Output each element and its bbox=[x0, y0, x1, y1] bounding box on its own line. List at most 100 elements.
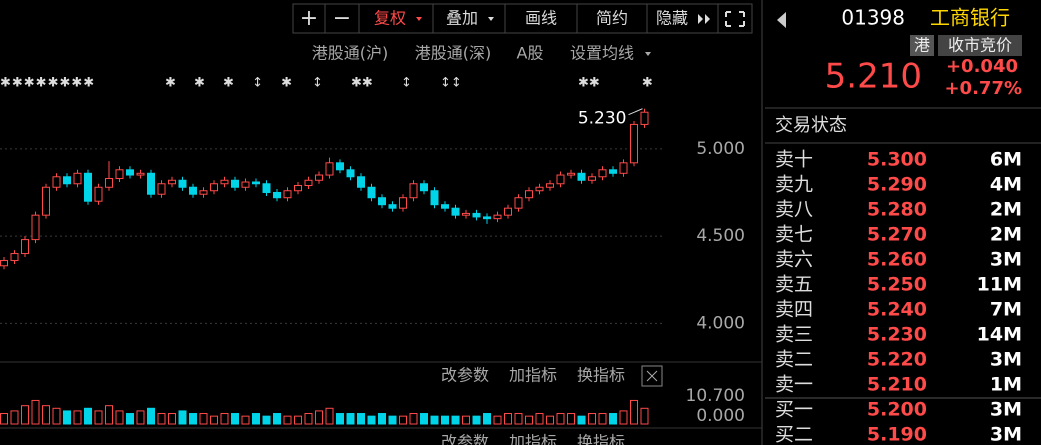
book-label: 卖二 bbox=[775, 349, 813, 371]
candle-body bbox=[514, 197, 523, 209]
volume-bar bbox=[252, 413, 260, 425]
toolbar-button[interactable]: 隐藏 bbox=[656, 9, 688, 28]
pane-tool[interactable]: 改参数 bbox=[441, 433, 489, 445]
candle-body bbox=[483, 216, 491, 220]
y-tick-label: 5.000 bbox=[696, 139, 745, 159]
stock-code: 01398 bbox=[841, 6, 905, 30]
book-price: 5.260 bbox=[867, 249, 927, 271]
pane-tool[interactable]: 加指标 bbox=[509, 433, 557, 445]
volume-bar bbox=[210, 415, 218, 425]
candle-body bbox=[147, 172, 155, 195]
candle-body bbox=[126, 169, 134, 176]
pane-tool[interactable]: 换指标 bbox=[577, 433, 625, 445]
volume-bar bbox=[0, 413, 8, 425]
volume-bar bbox=[357, 413, 365, 425]
tag-bg bbox=[938, 35, 1022, 56]
toolbar-dividers bbox=[324, 4, 719, 33]
volume-bar bbox=[189, 413, 197, 425]
volume-bar bbox=[147, 407, 155, 425]
candle-body bbox=[21, 239, 29, 255]
book-label: 买二 bbox=[775, 424, 813, 445]
candle-body bbox=[252, 181, 260, 185]
book-volume: 11M bbox=[977, 274, 1022, 296]
book-volume: 3M bbox=[990, 349, 1022, 371]
volume-bar bbox=[399, 415, 407, 425]
volume-bar bbox=[609, 413, 617, 425]
volume-bar bbox=[598, 413, 607, 425]
volume-bar bbox=[304, 413, 313, 425]
candle-body bbox=[346, 169, 355, 178]
book-price: 5.250 bbox=[867, 274, 927, 296]
candle-body bbox=[336, 162, 344, 171]
pane-tool[interactable]: 换指标 bbox=[577, 366, 625, 385]
toolbar-button[interactable]: 画线 bbox=[525, 9, 557, 28]
candle-body bbox=[577, 172, 586, 181]
candle-body bbox=[231, 179, 239, 188]
volume-bar bbox=[262, 415, 271, 425]
candle-body bbox=[10, 253, 19, 262]
zoom-in[interactable]: + bbox=[300, 6, 318, 31]
event-markers: ↕ ✱✱ ↕ ↕↕ bbox=[312, 76, 462, 91]
link[interactable]: 港股通(深) bbox=[415, 44, 492, 63]
pane-tool[interactable]: 加指标 bbox=[509, 366, 557, 385]
volume-bar bbox=[199, 413, 208, 425]
candle-body bbox=[441, 204, 449, 209]
event-markers: ✱✱ ✱ bbox=[578, 76, 653, 91]
fullscreen-icon[interactable] bbox=[725, 11, 745, 27]
candle-body bbox=[640, 111, 649, 125]
volume-bar bbox=[63, 410, 71, 425]
candle-body bbox=[241, 181, 250, 188]
volume-bar bbox=[619, 410, 628, 425]
candle-body bbox=[52, 176, 61, 188]
zoom-out[interactable]: − bbox=[333, 6, 351, 31]
book-label: 卖十 bbox=[775, 149, 813, 171]
candle-body bbox=[619, 162, 628, 174]
link[interactable]: 港股通(沪) bbox=[312, 44, 389, 63]
candle-body bbox=[31, 214, 40, 241]
volume-bar bbox=[556, 413, 565, 425]
book-label: 卖五 bbox=[775, 274, 813, 296]
volume-bar bbox=[588, 413, 596, 425]
event-markers: ✱✱✱✱✱✱✱✱ bbox=[0, 76, 95, 91]
candle-body bbox=[357, 176, 365, 188]
toolbar-button[interactable]: 简约 bbox=[596, 9, 628, 28]
book-volume: 7M bbox=[990, 299, 1022, 321]
volume-bar bbox=[84, 407, 92, 425]
candle-body bbox=[567, 172, 575, 176]
candle-body bbox=[546, 183, 554, 188]
volume-bar bbox=[168, 413, 176, 425]
toolbar-button[interactable]: 复权 bbox=[374, 9, 406, 28]
session-tag: 收市竞价 bbox=[948, 36, 1012, 55]
volume-bar bbox=[388, 415, 397, 425]
link[interactable]: 设置均线 bbox=[570, 44, 634, 63]
book-price: 5.190 bbox=[867, 424, 927, 445]
book-volume: 2M bbox=[990, 224, 1022, 246]
volume-bar bbox=[535, 413, 544, 425]
candle-body bbox=[157, 183, 166, 195]
book-label: 卖七 bbox=[775, 224, 813, 246]
link[interactable]: A股 bbox=[517, 44, 544, 63]
candle-body bbox=[525, 190, 533, 199]
book-price: 5.300 bbox=[867, 149, 927, 171]
pane-tool[interactable]: 改参数 bbox=[441, 366, 489, 385]
volume-tick-label: 0.000 bbox=[696, 406, 745, 426]
candle-body bbox=[283, 190, 292, 199]
back-arrow[interactable] bbox=[777, 12, 786, 28]
section-title: 交易状态 bbox=[775, 115, 847, 136]
candle-body bbox=[199, 190, 208, 195]
volume-bar bbox=[136, 410, 145, 425]
dropdown-arrow bbox=[645, 52, 651, 56]
candle-body bbox=[598, 169, 607, 178]
volume-bar bbox=[525, 415, 533, 425]
volume-bar bbox=[157, 413, 166, 425]
high-pointer bbox=[628, 108, 643, 116]
candle-body bbox=[367, 186, 376, 199]
book-volume: 2M bbox=[990, 199, 1022, 221]
high-label: 5.230 bbox=[578, 109, 627, 129]
toolbar-button[interactable]: 叠加 bbox=[446, 9, 478, 28]
book-label: 卖四 bbox=[775, 299, 813, 321]
close-pane[interactable] bbox=[641, 365, 663, 387]
book-price: 5.270 bbox=[867, 224, 927, 246]
book-label: 买一 bbox=[775, 399, 813, 421]
candle-body bbox=[73, 172, 82, 185]
